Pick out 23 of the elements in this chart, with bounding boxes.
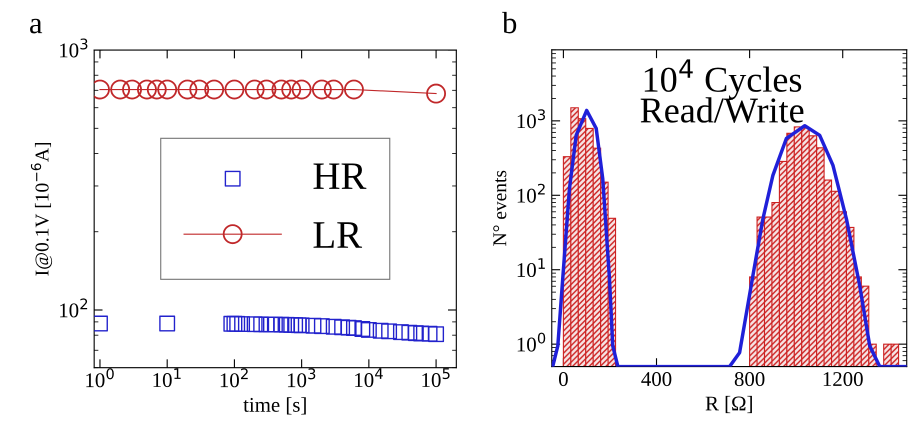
x-tick-label: 10$^{3}$ <box>288 368 316 388</box>
y-tick-label: 10$^{2}$ <box>518 184 545 203</box>
x-axis-title: R [Ω] <box>706 396 752 414</box>
y-axis-title: N° events <box>493 170 506 246</box>
x-tick-label: 800 <box>734 372 764 386</box>
text: a <box>30 18 42 34</box>
text: b <box>502 12 516 34</box>
annotation: 10$^{4}$ Cycles Read/Write <box>640 59 804 123</box>
y-axis-title: I@0.1V [10$^{−6}$A] <box>30 142 52 276</box>
x-tick-label: 10$^{2}$ <box>220 368 248 388</box>
x-axis-title: time [s] <box>243 397 306 414</box>
legend-label: LR <box>314 222 362 248</box>
x-tick-label: 400 <box>641 372 672 386</box>
x-tick-label: 10$^{4}$ <box>355 368 383 388</box>
y-tick-label: 10$^{3}$ <box>518 109 546 128</box>
legend-label: HR <box>314 163 366 189</box>
x-tick-label: 10$^{0}$ <box>86 368 114 388</box>
x-tick-label: 10$^{5}$ <box>422 368 450 388</box>
x-tick-label: 10$^{1}$ <box>154 368 181 388</box>
y-tick-label: 10$^{0}$ <box>518 332 546 352</box>
y-tick-label: 10$^{1}$ <box>518 258 545 278</box>
x-tick-label: 0 <box>558 372 568 386</box>
x-tick-label: 1200 <box>824 372 863 386</box>
